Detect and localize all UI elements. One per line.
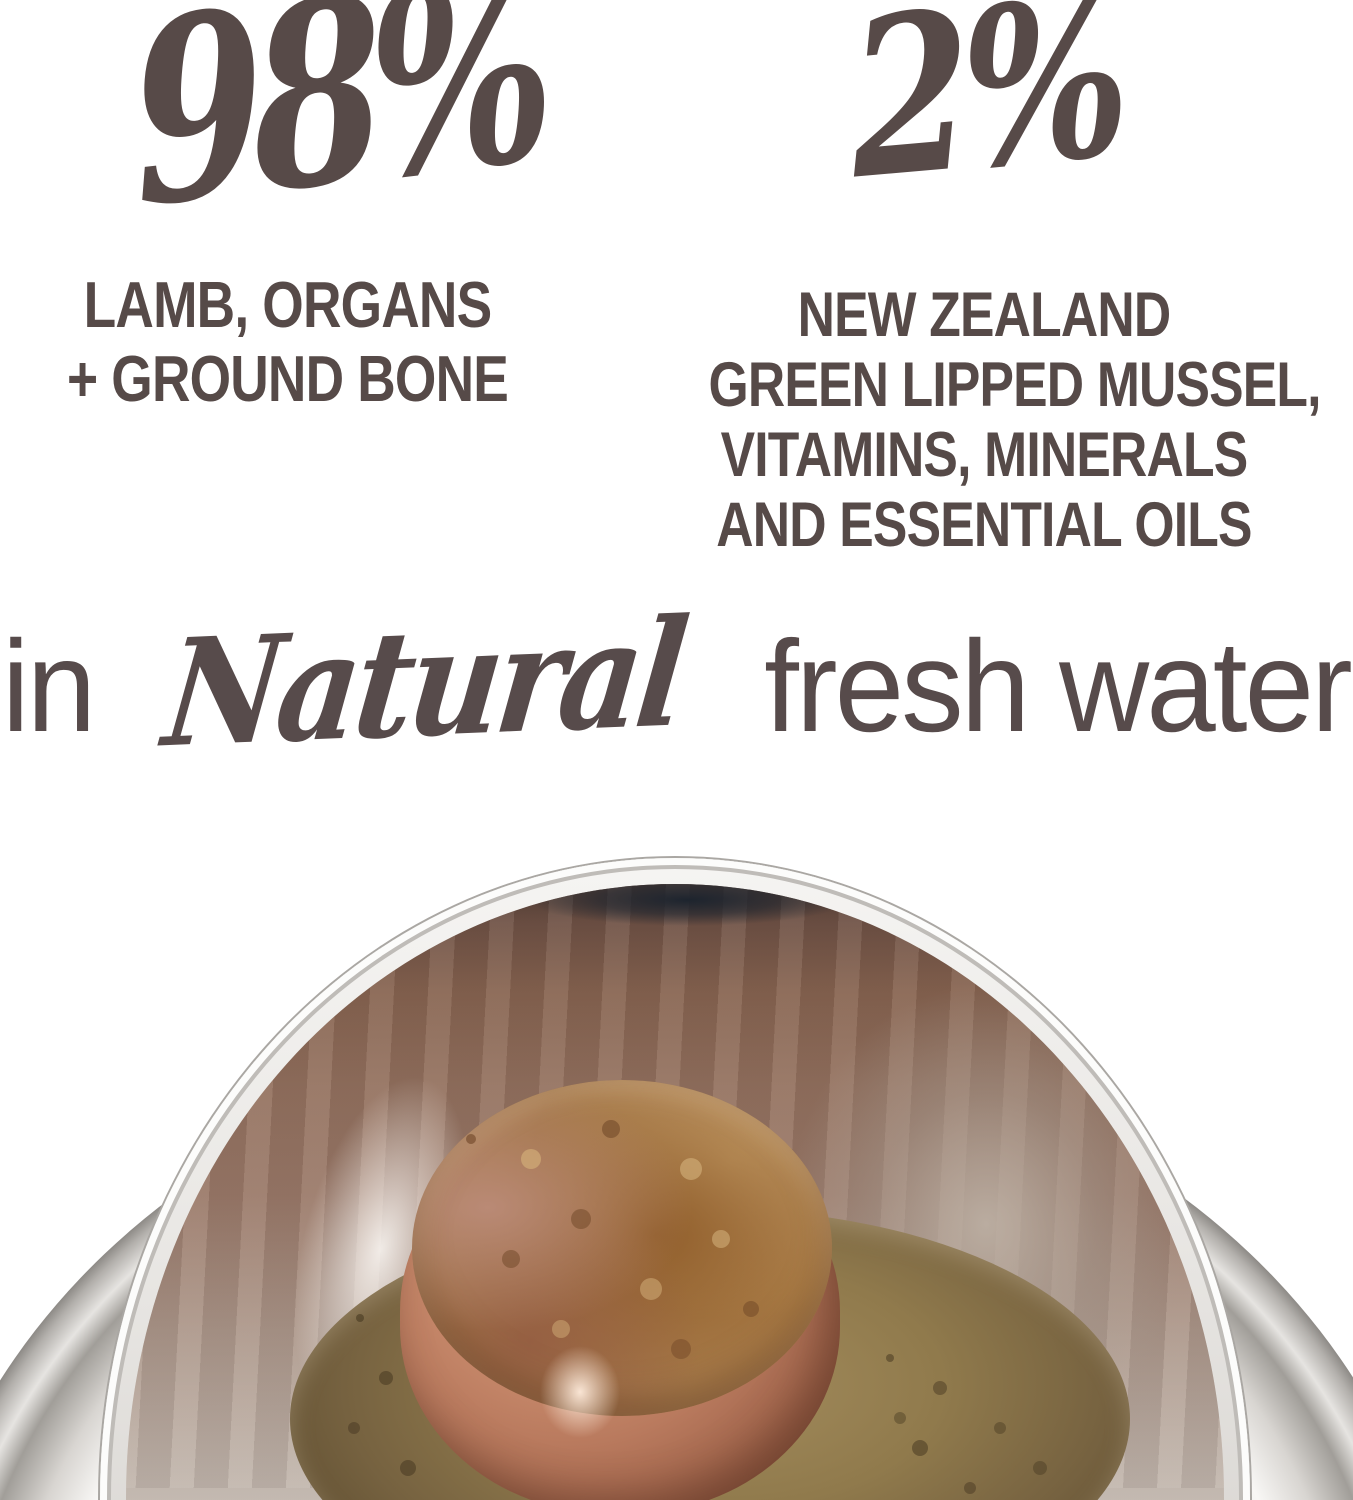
stat-left-caption-line-1: LAMB, ORGANS (83, 268, 492, 341)
water-speckles-right (886, 1354, 894, 1362)
stat-right-caption-line-3: VITAMINS, MINERALS (720, 420, 1249, 490)
tagline-script-word: Natural (156, 585, 691, 781)
stat-right-caption-line-2: GREEN LIPPED MUSSEL, (708, 350, 1321, 420)
tagline: in Natural fresh water (0, 586, 1353, 781)
stat-left-percentage: 98% (122, 0, 549, 264)
food-shine-highlight (540, 1346, 620, 1438)
stat-right-caption: NEW ZEALAND GREEN LIPPED MUSSEL, VITAMIN… (648, 280, 1321, 560)
food-crumb-texture (466, 1134, 476, 1144)
stat-right-caption-line-4: AND ESSENTIAL OILS (716, 490, 1252, 560)
stat-right-percentage: 2% (843, 0, 1127, 229)
stat-left-caption-line-2: + GROUND BONE (67, 342, 509, 415)
stat-right-caption-line-1: NEW ZEALAND (797, 280, 1171, 350)
tagline-prefix: in (1, 613, 96, 759)
stat-left-caption: LAMB, ORGANS + GROUND BONE (0, 268, 585, 416)
food-portion-top (412, 1080, 832, 1416)
rim-dark-reflection (528, 884, 848, 926)
tagline-suffix: fresh water (764, 613, 1353, 759)
water-speckles-left (356, 1314, 364, 1322)
bowl-interior (126, 884, 1224, 1500)
bowl-photo (0, 850, 1353, 1500)
